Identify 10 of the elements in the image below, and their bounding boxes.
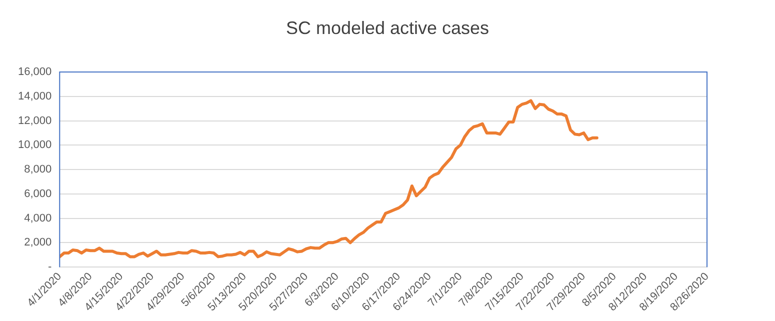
y-tick-label: - (48, 261, 52, 274)
y-tick-label: 8,000 (24, 164, 52, 176)
y-tick-label: 4,000 (24, 212, 52, 224)
y-tick-label: 14,000 (18, 90, 52, 102)
chart-title: SC modeled active cases (284, 18, 490, 39)
y-tick-label: 16,000 (18, 66, 52, 78)
y-tick-label: 10,000 (18, 139, 52, 152)
y-tick-label: 2,000 (24, 236, 52, 249)
y-tick-label: 6,000 (24, 188, 52, 200)
y-tick-label: 12,000 (18, 114, 52, 127)
